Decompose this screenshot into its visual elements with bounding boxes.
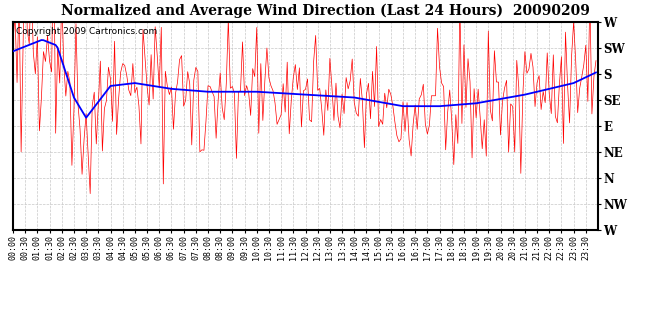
Text: Normalized and Average Wind Direction (Last 24 Hours)  20090209: Normalized and Average Wind Direction (L… xyxy=(60,3,590,18)
Text: Copyright 2009 Cartronics.com: Copyright 2009 Cartronics.com xyxy=(16,27,157,36)
